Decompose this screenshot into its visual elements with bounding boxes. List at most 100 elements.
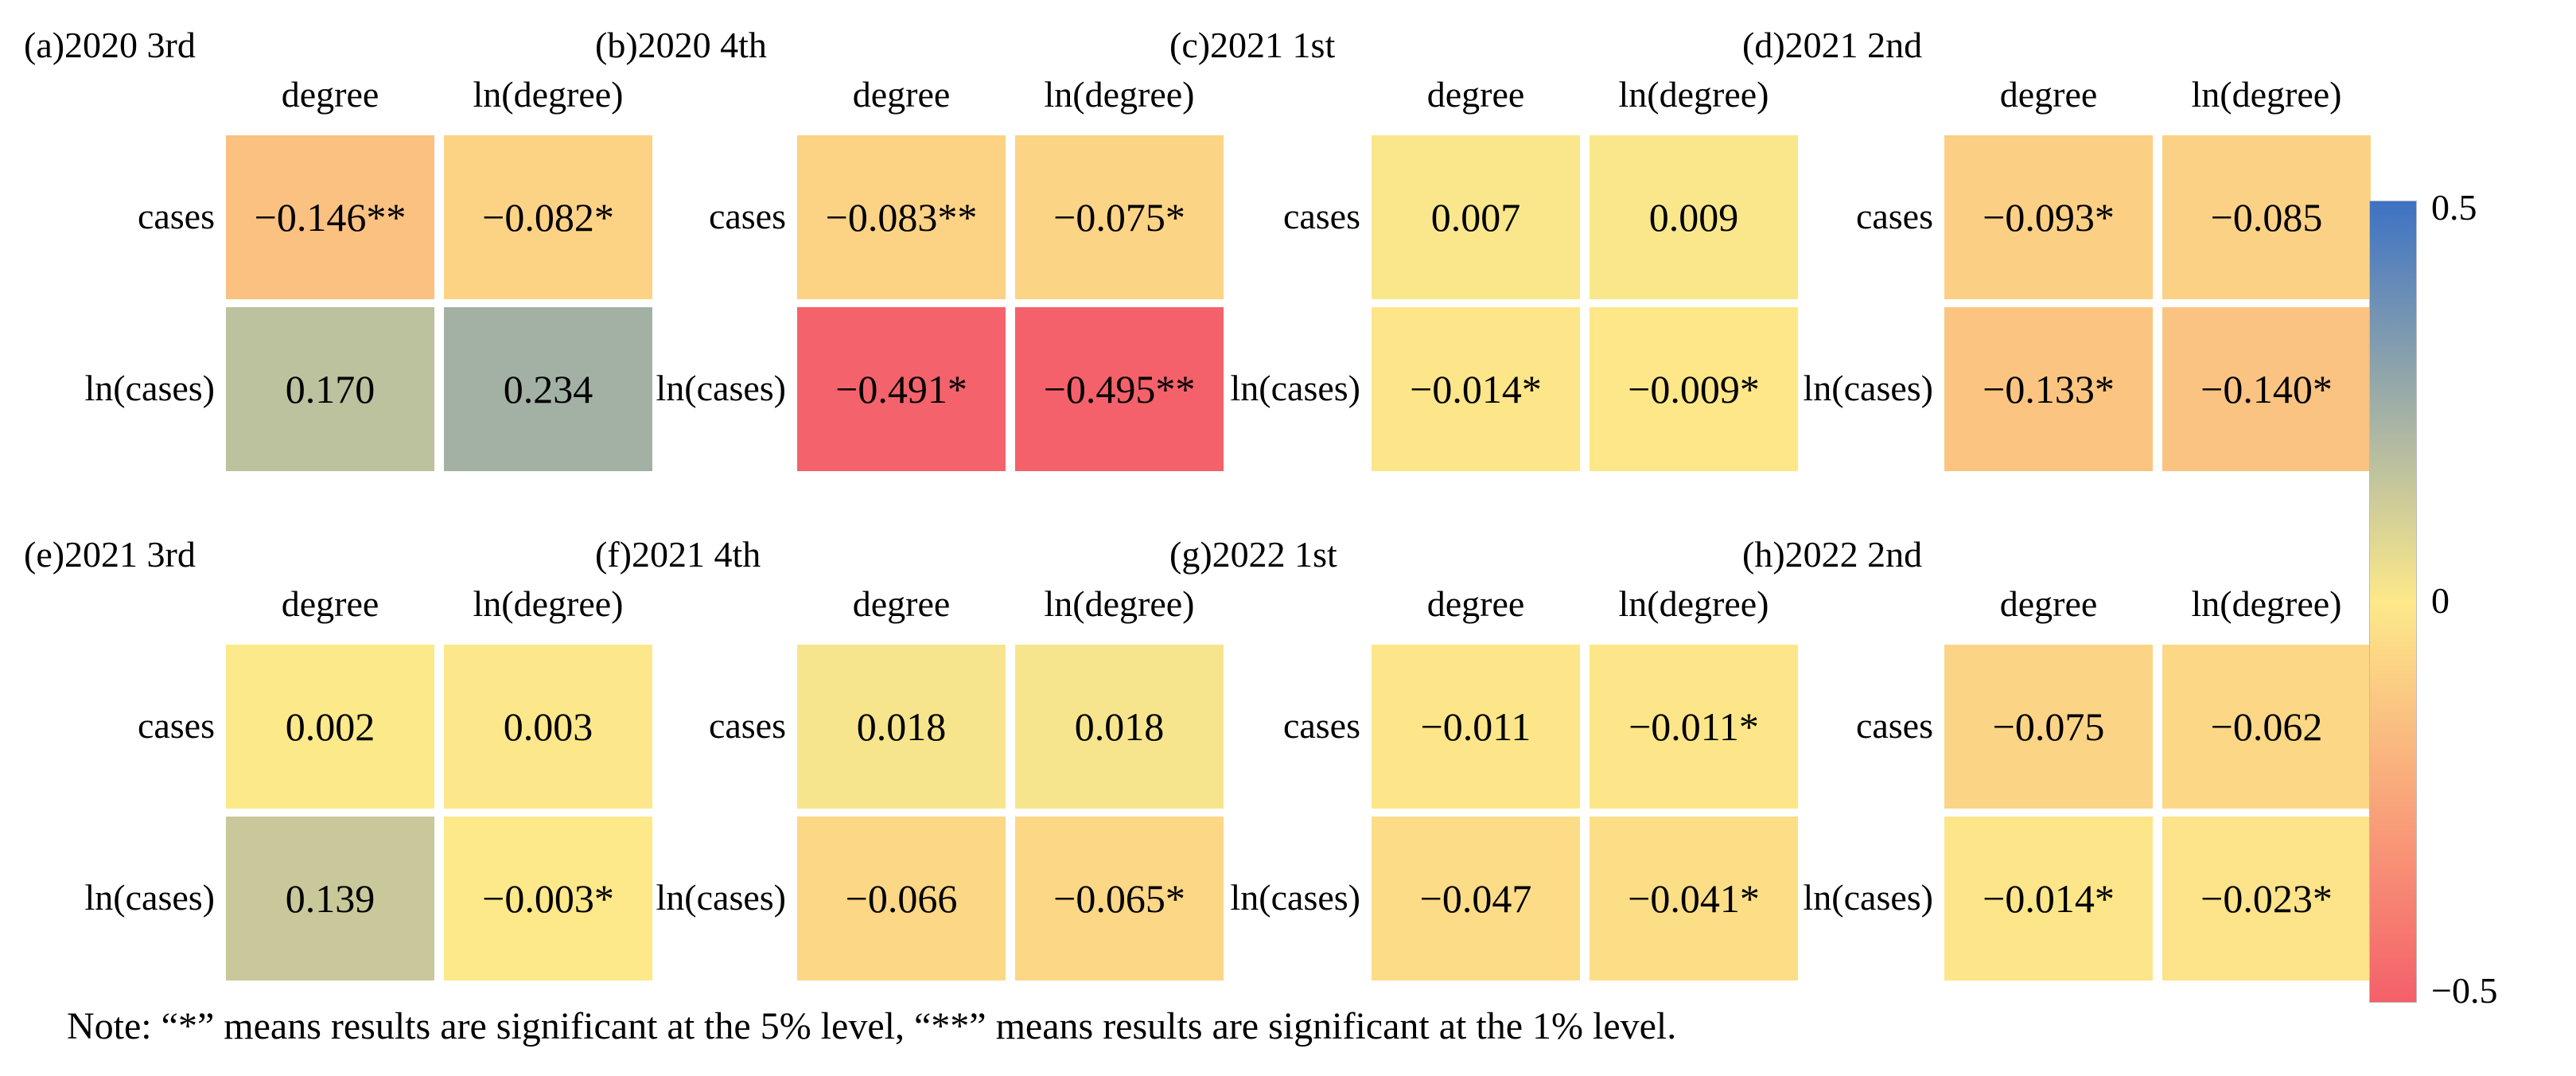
row-label: ln(cases) xyxy=(1230,368,1360,408)
cell-value-label: −0.003* xyxy=(482,876,614,921)
column-label: degree xyxy=(1426,74,1525,115)
panel-title: (g)2022 1st xyxy=(1169,534,1337,575)
row-label: ln(cases) xyxy=(656,368,786,408)
row-label: cases xyxy=(1855,196,1933,236)
heatmap-panel: (a)2020 3rd degree ln(degree) cases −0.146**… xyxy=(24,24,652,517)
heatmap-cell: −0.066 xyxy=(797,817,1006,980)
heatmap-cell: −0.003* xyxy=(444,817,652,980)
cell-value-label: 0.009 xyxy=(1648,195,1739,240)
row-label: cases xyxy=(708,705,786,746)
heatmap-cell: −0.075 xyxy=(1944,645,2153,809)
colorbar-tick-max: 0.5 xyxy=(2431,187,2477,228)
cell-value-label: −0.047 xyxy=(1419,876,1532,921)
panel-title: (b)2020 4th xyxy=(595,25,767,65)
heatmap-cell: 0.003 xyxy=(444,645,652,809)
cell-value-label: −0.146** xyxy=(254,195,407,240)
heatmap-cell: −0.009* xyxy=(1590,307,1798,471)
cell-value-label: 0.007 xyxy=(1430,195,1521,240)
cell-value-label: −0.083** xyxy=(825,195,978,240)
column-label: ln(degree) xyxy=(1618,583,1769,624)
column-label: ln(degree) xyxy=(473,74,624,115)
panel-title: (a)2020 3rd xyxy=(24,25,196,65)
cell-value-label: 0.018 xyxy=(1074,704,1165,749)
colorbar-tick-zero: 0 xyxy=(2431,580,2450,621)
heatmap-cell: 0.007 xyxy=(1372,135,1580,299)
row-label: ln(cases) xyxy=(84,368,215,408)
cell-value-label: −0.062 xyxy=(2210,704,2323,749)
column-label: degree xyxy=(852,583,951,624)
column-label: degree xyxy=(1999,74,2098,115)
heatmap-panel: (d)2021 2nd degree ln(degree) cases −0.093* −… xyxy=(1742,24,2371,517)
heatmap-panel: (e)2021 3rd degree ln(degree) cases 0.002 0.0… xyxy=(24,533,652,1027)
cell-value-label: −0.093* xyxy=(1983,195,2115,240)
cell-value-label: −0.014* xyxy=(1410,367,1542,411)
panel-title: (d)2021 2nd xyxy=(1742,25,1923,65)
row-label: ln(cases) xyxy=(656,877,786,918)
panel-title: (e)2021 3rd xyxy=(24,534,196,575)
cell-value-label: 0.139 xyxy=(285,876,376,921)
cell-value-label: −0.011* xyxy=(1628,704,1759,749)
heatmap-cell: −0.023* xyxy=(2162,817,2371,980)
significance-note: Note: “*” means results are significant … xyxy=(67,1005,1677,1047)
heatmap-cell: 0.234 xyxy=(444,307,652,471)
cell-value-label: −0.075* xyxy=(1053,195,1185,240)
cell-value-label: −0.066 xyxy=(845,876,958,921)
column-label: ln(degree) xyxy=(1618,74,1769,115)
row-label: cases xyxy=(137,705,215,746)
panel-title: (c)2021 1st xyxy=(1169,25,1336,65)
row-label: cases xyxy=(1282,196,1360,236)
heatmap-panel: (b)2020 4th degree ln(degree) cases −0.083**… xyxy=(595,24,1224,517)
heatmap-cell: −0.146** xyxy=(226,135,434,299)
cell-value-label: −0.085 xyxy=(2210,195,2323,240)
heatmap-cell: 0.002 xyxy=(226,645,434,809)
heatmap-cell: −0.047 xyxy=(1372,817,1580,980)
colorbar xyxy=(2369,201,2417,1003)
heatmap-cell: −0.011* xyxy=(1590,645,1798,809)
heatmap-cell: 0.139 xyxy=(226,817,434,980)
cell-value-label: −0.082* xyxy=(482,195,614,240)
heatmap-cell: 0.009 xyxy=(1590,135,1798,299)
heatmap-panel: (f)2021 4th degree ln(degree) cases 0.018 0.0… xyxy=(595,533,1224,1027)
heatmap-cell: −0.085 xyxy=(2162,135,2371,299)
cell-value-label: −0.075 xyxy=(1992,704,2105,749)
cell-value-label: −0.133* xyxy=(1983,367,2115,411)
row-label: ln(cases) xyxy=(1230,877,1360,918)
column-label: degree xyxy=(1426,583,1525,624)
row-label: cases xyxy=(137,196,215,236)
heatmap-cell: −0.065* xyxy=(1015,817,1224,980)
heatmap-panel: (g)2022 1st degree ln(degree) cases −0.011 −0… xyxy=(1169,533,1798,1027)
heatmap-cell: 0.018 xyxy=(1015,645,1224,809)
cell-value-label: 0.018 xyxy=(856,704,947,749)
column-label: ln(degree) xyxy=(2191,74,2342,115)
heatmap-cell: 0.018 xyxy=(797,645,1006,809)
heatmap-cell: −0.041* xyxy=(1590,817,1798,980)
cell-value-label: −0.041* xyxy=(1628,876,1760,921)
column-label: degree xyxy=(281,74,379,115)
heatmap-cell: −0.014* xyxy=(1944,817,2153,980)
heatmap-cell: −0.491* xyxy=(797,307,1006,471)
colorbar-tick-min: −0.5 xyxy=(2431,970,2498,1011)
cell-value-label: −0.495** xyxy=(1043,367,1196,411)
cell-value-label: −0.014* xyxy=(1983,876,2115,921)
cell-value-label: 0.234 xyxy=(503,367,593,411)
panel-title: (f)2021 4th xyxy=(595,534,761,575)
heatmap-cell: −0.014* xyxy=(1372,307,1580,471)
heatmap-cell: −0.062 xyxy=(2162,645,2371,809)
heatmap-cell: −0.082* xyxy=(444,135,652,299)
heatmap-cell: −0.083** xyxy=(797,135,1006,299)
column-label: ln(degree) xyxy=(1044,583,1195,624)
cell-value-label: 0.003 xyxy=(503,704,593,749)
row-label: cases xyxy=(708,196,786,236)
cell-value-label: −0.009* xyxy=(1628,367,1760,411)
heatmap-cell: −0.075* xyxy=(1015,135,1224,299)
column-label: ln(degree) xyxy=(2191,583,2342,624)
heatmap-cell: −0.140* xyxy=(2162,307,2371,471)
heatmap-cell: −0.011 xyxy=(1372,645,1580,809)
heatmap-cell: −0.495** xyxy=(1015,307,1224,471)
column-label: degree xyxy=(852,74,951,115)
row-label: cases xyxy=(1855,705,1933,746)
cell-value-label: −0.011 xyxy=(1420,704,1531,749)
cell-value-label: −0.140* xyxy=(2200,367,2333,411)
heatmap-panel: (c)2021 1st degree ln(degree) cases 0.007 0.0… xyxy=(1169,24,1798,517)
